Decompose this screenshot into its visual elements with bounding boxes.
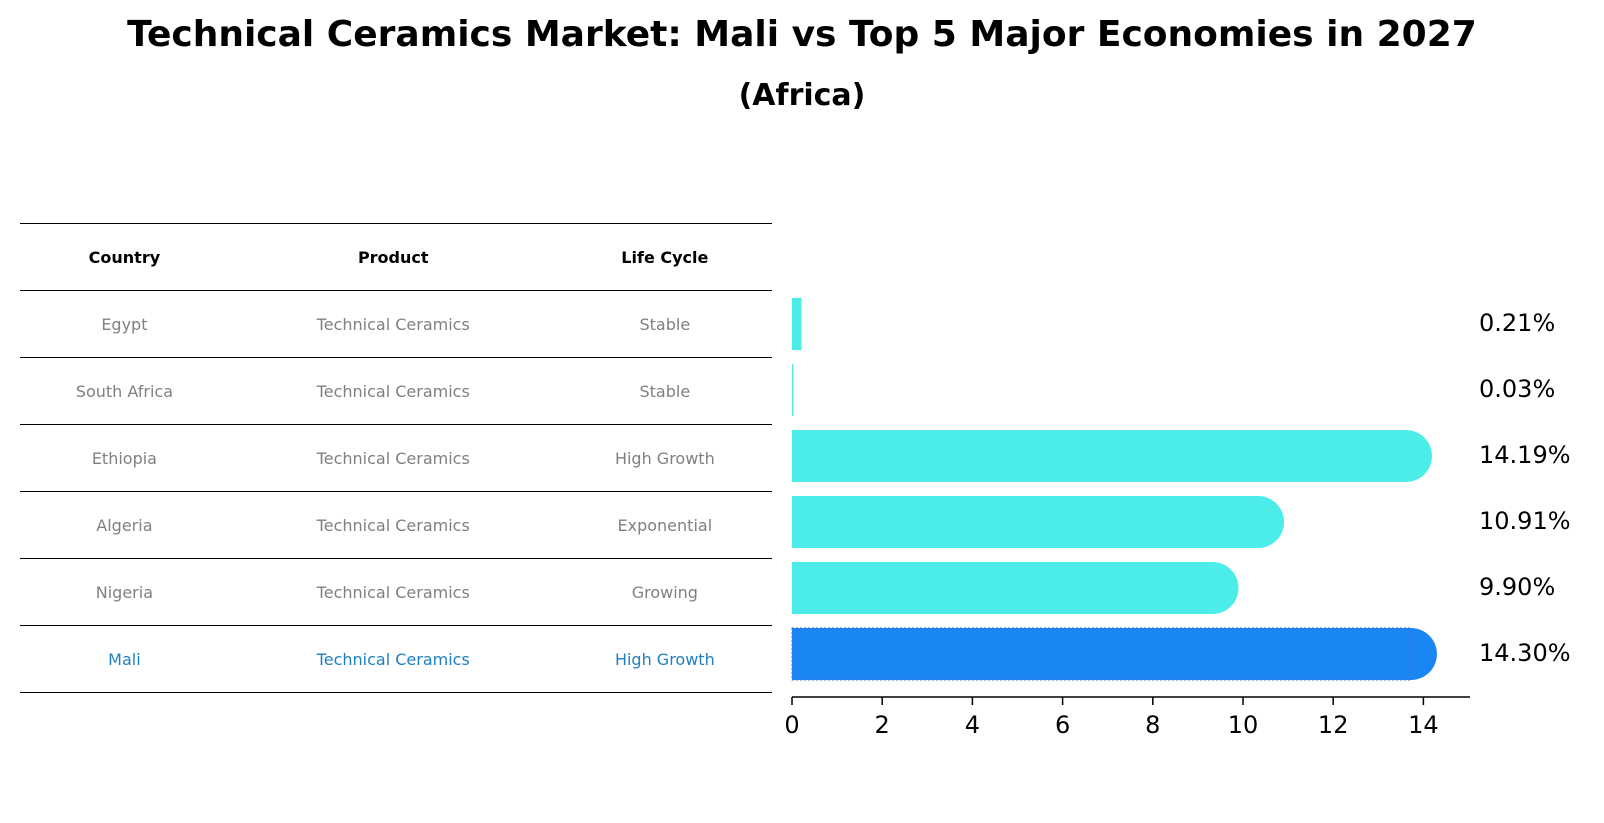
bar-algeria bbox=[792, 496, 1259, 548]
table-header-row: Country Product Life Cycle bbox=[20, 223, 772, 291]
bar-cap-algeria bbox=[1232, 496, 1285, 548]
cell-life-cycle: Growing bbox=[557, 558, 772, 626]
value-label-algeria: 10.91% bbox=[1479, 507, 1571, 535]
bar-mali bbox=[792, 628, 1411, 680]
x-tick-label: 10 bbox=[1228, 711, 1259, 739]
header-life-cycle: Life Cycle bbox=[557, 223, 772, 291]
x-tick-label: 12 bbox=[1318, 711, 1349, 739]
x-tick-label: 4 bbox=[965, 711, 980, 739]
table-row: Ethiopia Technical Ceramics High Growth bbox=[20, 424, 772, 492]
cell-product: Technical Ceramics bbox=[228, 290, 558, 358]
bar-cap-nigeria bbox=[1186, 562, 1239, 614]
bar-ethiopia bbox=[792, 430, 1406, 482]
value-label-egypt: 0.21% bbox=[1479, 309, 1555, 337]
bar-egypt bbox=[792, 298, 802, 350]
cell-country: Algeria bbox=[20, 491, 229, 559]
cell-product: Technical Ceramics bbox=[228, 625, 558, 693]
cell-life-cycle: Stable bbox=[557, 357, 772, 425]
cell-country: Egypt bbox=[20, 290, 229, 358]
bar-nigeria bbox=[792, 562, 1213, 614]
x-tick-label: 8 bbox=[1145, 711, 1160, 739]
value-label-mali: 14.30% bbox=[1479, 639, 1571, 667]
table-row-highlight: Mali Technical Ceramics High Growth bbox=[20, 625, 772, 693]
table-row: Nigeria Technical Ceramics Growing bbox=[20, 558, 772, 626]
cell-product: Technical Ceramics bbox=[228, 491, 558, 559]
chart-subtitle: (Africa) bbox=[738, 78, 866, 113]
cell-product: Technical Ceramics bbox=[228, 357, 558, 425]
cell-country: Ethiopia bbox=[20, 424, 229, 492]
table-row: South Africa Technical Ceramics Stable bbox=[20, 357, 772, 425]
value-label-nigeria: 9.90% bbox=[1479, 573, 1555, 601]
bar-south-africa bbox=[792, 364, 794, 416]
cell-life-cycle: High Growth bbox=[557, 625, 772, 693]
bar-cap-ethiopia bbox=[1379, 430, 1432, 482]
table-row: Algeria Technical Ceramics Exponential bbox=[20, 491, 772, 559]
header-country: Country bbox=[20, 223, 229, 291]
cell-country: Nigeria bbox=[20, 558, 229, 626]
value-label-south-africa: 0.03% bbox=[1479, 375, 1555, 403]
x-tick-label: 0 bbox=[784, 711, 799, 739]
cell-life-cycle: Exponential bbox=[557, 491, 772, 559]
cell-life-cycle: High Growth bbox=[557, 424, 772, 492]
bar-outline-mali bbox=[791, 627, 1412, 681]
cell-country: South Africa bbox=[20, 357, 229, 425]
table-row: Egypt Technical Ceramics Stable bbox=[20, 290, 772, 358]
cell-country: Mali bbox=[20, 625, 229, 693]
country-table: Country Product Life Cycle Egypt Technic… bbox=[20, 223, 772, 693]
x-tick-label: 6 bbox=[1055, 711, 1070, 739]
x-tick-label: 2 bbox=[875, 711, 890, 739]
value-label-ethiopia: 14.19% bbox=[1479, 441, 1571, 469]
cell-life-cycle: Stable bbox=[557, 290, 772, 358]
header-product: Product bbox=[228, 223, 558, 291]
chart-title: Technical Ceramics Market: Mali vs Top 5… bbox=[127, 14, 1477, 55]
x-tick-label: 14 bbox=[1408, 711, 1439, 739]
